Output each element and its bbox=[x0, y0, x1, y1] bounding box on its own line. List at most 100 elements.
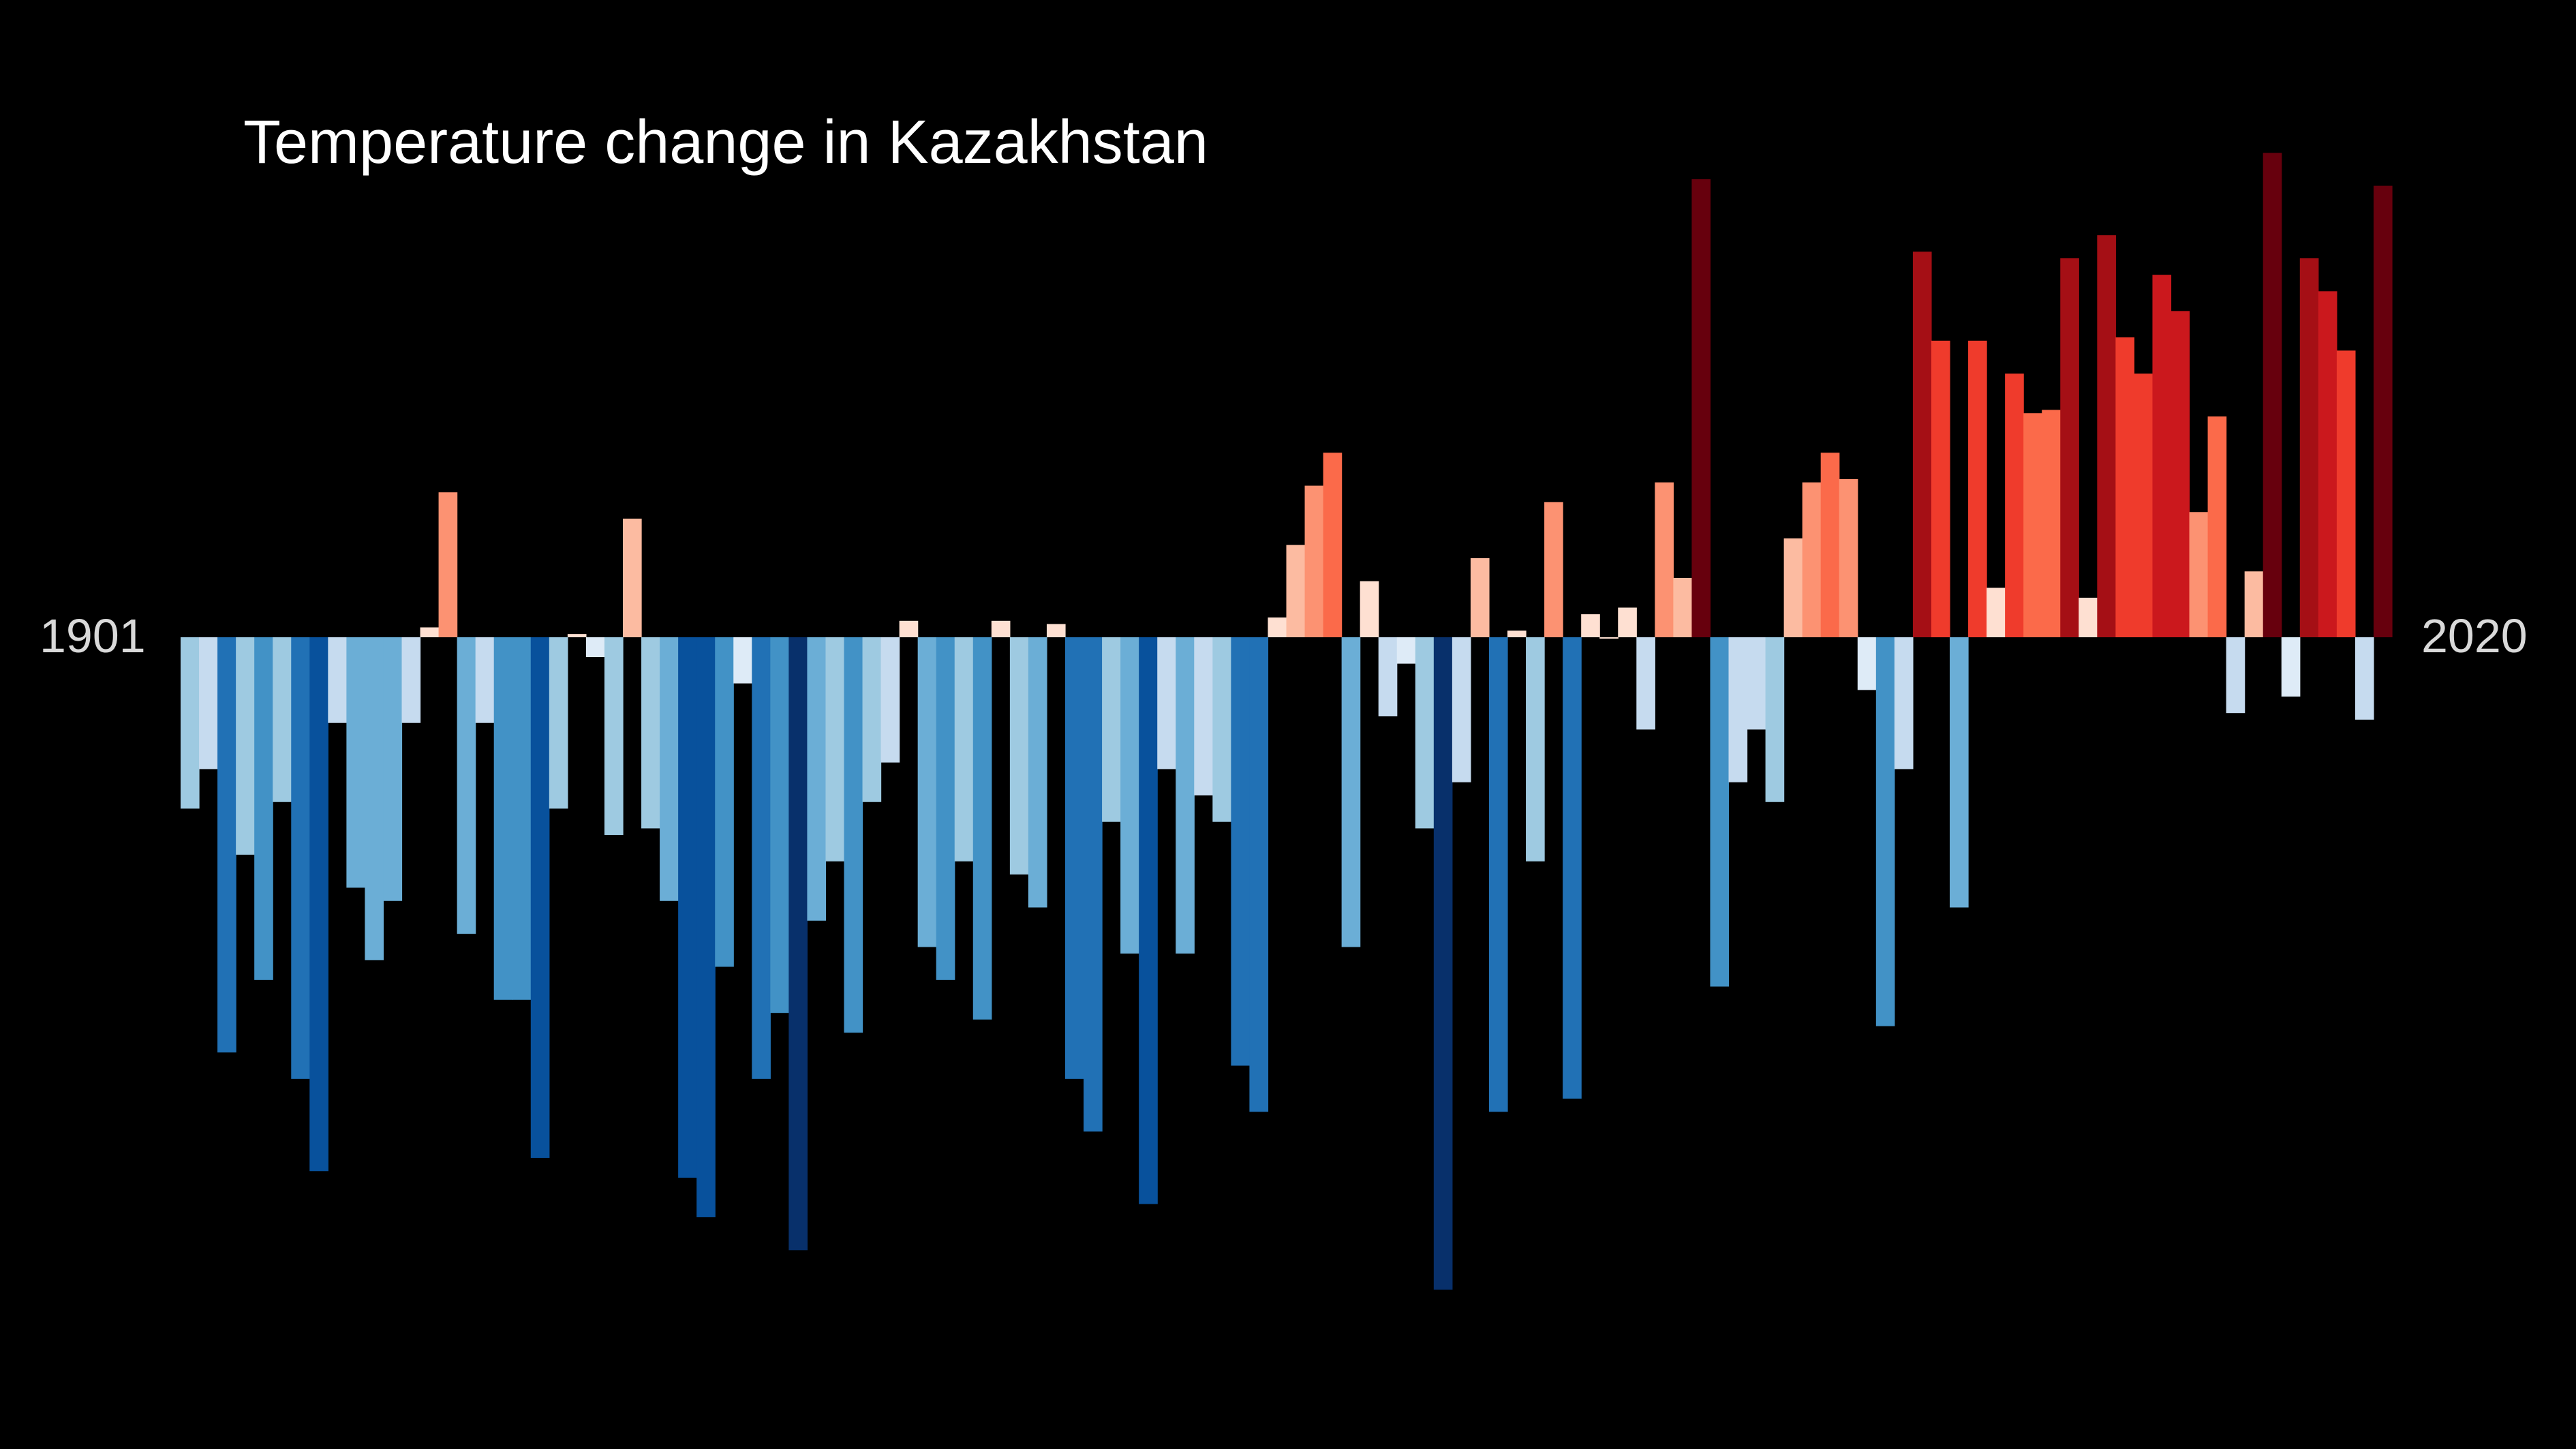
bar-1998 bbox=[1968, 340, 1987, 637]
start-year-label: 1901 bbox=[40, 609, 146, 662]
bar-1936 bbox=[825, 637, 845, 861]
bar-1987 bbox=[1765, 637, 1785, 802]
bar-1997 bbox=[1950, 637, 1969, 908]
bar-2020 bbox=[2373, 185, 2393, 638]
bar-1993 bbox=[1875, 637, 1895, 1026]
bar-1930 bbox=[715, 637, 734, 967]
bar-1951 bbox=[1102, 637, 1121, 822]
bar-1908 bbox=[309, 637, 328, 1172]
bar-1994 bbox=[1894, 637, 1914, 769]
bar-1920 bbox=[530, 637, 550, 1158]
bar-1931 bbox=[733, 637, 752, 684]
bar-2013 bbox=[2244, 571, 2264, 637]
bar-1950 bbox=[1084, 637, 1103, 1132]
bar-1996 bbox=[1931, 340, 1950, 637]
bar-1945 bbox=[991, 620, 1011, 638]
bar-1984 bbox=[1710, 637, 1730, 987]
bar-1955 bbox=[1176, 637, 1195, 954]
bar-1973 bbox=[1507, 630, 1527, 637]
bars-group bbox=[181, 153, 2393, 1290]
bar-1935 bbox=[807, 637, 827, 921]
bar-2015 bbox=[2281, 637, 2301, 697]
bar-1975 bbox=[1544, 502, 1563, 637]
bar-1995 bbox=[1912, 251, 1932, 637]
bar-1962 bbox=[1304, 485, 1324, 637]
bar-1967 bbox=[1396, 637, 1416, 664]
bar-2006 bbox=[2115, 337, 2135, 637]
bar-1905 bbox=[254, 637, 273, 980]
bar-2009 bbox=[2171, 311, 2190, 637]
bar-1903 bbox=[217, 637, 236, 1053]
bar-1915 bbox=[438, 492, 458, 637]
bar-2008 bbox=[2152, 275, 2172, 637]
bar-1914 bbox=[420, 627, 440, 637]
bar-1906 bbox=[273, 637, 292, 802]
bar-2011 bbox=[2207, 416, 2227, 637]
bar-1999 bbox=[1987, 588, 2006, 637]
bar-1929 bbox=[696, 637, 716, 1217]
bar-1958 bbox=[1231, 637, 1251, 1066]
bar-1971 bbox=[1470, 558, 1490, 637]
bar-1902 bbox=[199, 637, 218, 769]
bar-1965 bbox=[1360, 581, 1379, 637]
bar-1944 bbox=[972, 637, 992, 1020]
bar-1949 bbox=[1065, 637, 1084, 1079]
bar-1912 bbox=[383, 637, 403, 901]
bar-1952 bbox=[1120, 637, 1139, 954]
bar-1924 bbox=[604, 637, 624, 836]
bar-1918 bbox=[493, 637, 513, 1000]
bar-2002 bbox=[2042, 410, 2061, 637]
bar-1928 bbox=[678, 637, 697, 1178]
bar-2003 bbox=[2060, 258, 2079, 638]
bar-2019 bbox=[2355, 637, 2374, 720]
bar-2005 bbox=[2097, 235, 2116, 637]
bar-1913 bbox=[401, 637, 421, 723]
bar-1989 bbox=[1802, 482, 1822, 637]
bar-1978 bbox=[1599, 637, 1619, 639]
bar-1963 bbox=[1323, 453, 1343, 637]
bar-1977 bbox=[1581, 614, 1600, 637]
bar-1909 bbox=[328, 637, 347, 723]
bar-1925 bbox=[623, 518, 642, 637]
bar-1939 bbox=[880, 637, 900, 763]
bar-2000 bbox=[2005, 373, 2024, 637]
bar-1956 bbox=[1194, 637, 1213, 796]
bar-1979 bbox=[1618, 607, 1637, 638]
bar-1907 bbox=[291, 637, 310, 1079]
bar-2004 bbox=[2079, 597, 2098, 637]
bar-1901 bbox=[181, 637, 200, 809]
bar-1992 bbox=[1857, 637, 1877, 690]
bar-1941 bbox=[917, 637, 937, 947]
end-year-label: 2020 bbox=[2421, 609, 2528, 662]
bar-2018 bbox=[2336, 350, 2356, 637]
bar-1986 bbox=[1747, 637, 1766, 730]
bar-1966 bbox=[1378, 637, 1398, 717]
bar-1927 bbox=[660, 637, 679, 901]
bar-1946 bbox=[1009, 637, 1029, 875]
bar-1911 bbox=[365, 637, 384, 960]
bar-1943 bbox=[954, 637, 974, 861]
bar-1940 bbox=[899, 620, 919, 638]
bar-1959 bbox=[1249, 637, 1269, 1112]
bar-1904 bbox=[236, 637, 255, 855]
bar-1938 bbox=[862, 637, 882, 802]
bar-2010 bbox=[2189, 512, 2209, 637]
bar-2007 bbox=[2134, 373, 2153, 637]
bar-1960 bbox=[1268, 617, 1287, 637]
bar-1916 bbox=[457, 637, 476, 934]
bar-2017 bbox=[2318, 291, 2337, 637]
bar-1982 bbox=[1673, 577, 1693, 637]
bar-1921 bbox=[549, 637, 568, 809]
bar-1964 bbox=[1341, 637, 1361, 947]
bar-1910 bbox=[346, 637, 366, 888]
bar-1985 bbox=[1728, 637, 1748, 782]
bar-1983 bbox=[1691, 179, 1711, 637]
bar-1917 bbox=[475, 637, 495, 723]
bar-1957 bbox=[1212, 637, 1231, 822]
bar-1988 bbox=[1783, 538, 1803, 637]
bar-1937 bbox=[844, 637, 863, 1033]
bar-1923 bbox=[585, 637, 605, 658]
bar-1919 bbox=[512, 637, 532, 1000]
bar-1972 bbox=[1488, 637, 1508, 1112]
